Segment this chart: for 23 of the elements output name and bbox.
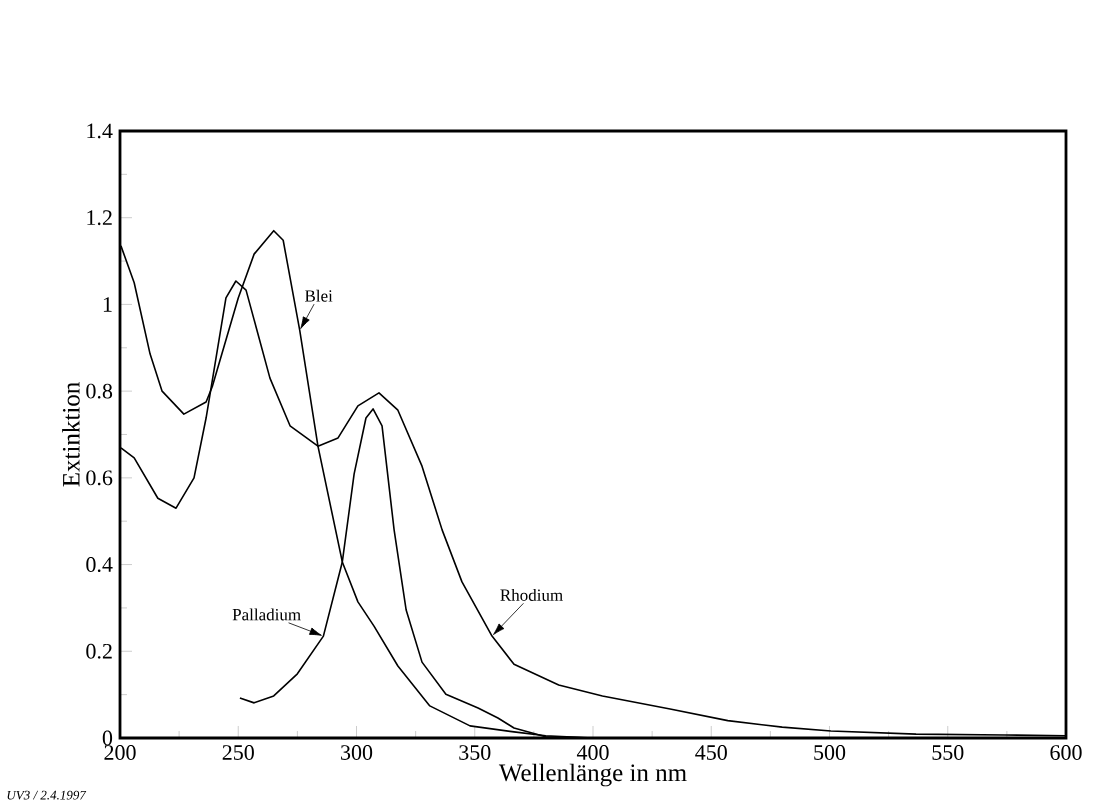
x-tick-label: 200 — [104, 745, 136, 760]
series-label: Rhodium — [500, 588, 563, 601]
x-tick-label: 600 — [1050, 745, 1082, 760]
y-tick-label: 1.2 — [87, 210, 112, 226]
x-tick-label: 300 — [341, 745, 373, 760]
x-tick-label: 350 — [459, 745, 491, 760]
x-tick-label: 500 — [814, 745, 846, 760]
y-tick-label: 1.4 — [87, 123, 113, 139]
series-label: Palladium — [232, 608, 301, 621]
series-label: Blei — [305, 289, 333, 302]
x-tick-label: 550 — [932, 745, 964, 760]
x-axis-title: Wellenlänge in nm — [498, 763, 687, 787]
y-tick-label: 0 — [102, 730, 113, 746]
y-tick-label: 1 — [103, 297, 112, 312]
x-tick-label: 250 — [222, 745, 254, 760]
y-tick-label: 0.4 — [86, 557, 113, 573]
y-tick-label: 0.6 — [86, 470, 113, 486]
y-tick-label: 0.2 — [86, 643, 112, 659]
y-tick-label: 0.8 — [86, 383, 113, 399]
x-tick-label: 450 — [695, 745, 727, 760]
y-axis-title: Extinktion — [62, 382, 80, 487]
text: UV3 / 2.4.1997 — [7, 790, 87, 800]
x-tick-label: 400 — [576, 745, 609, 760]
